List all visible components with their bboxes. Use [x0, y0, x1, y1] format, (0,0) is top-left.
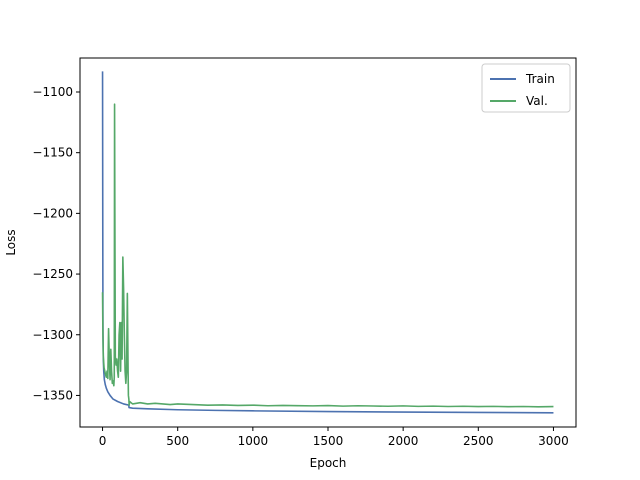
legend-entry: Val.	[526, 94, 548, 108]
x-tick-label: 2000	[388, 434, 419, 448]
x-axis-label: Epoch	[310, 456, 347, 470]
series-line-val	[101, 103, 554, 408]
x-tick-label: 500	[166, 434, 189, 448]
y-tick-label: −1300	[32, 328, 73, 342]
x-tick-label: 3000	[538, 434, 569, 448]
y-tick-label: −1100	[32, 85, 73, 99]
y-tick-label: −1350	[32, 388, 73, 402]
x-axis: 0 500 1000 1500 2000 2500 3000	[99, 427, 569, 448]
x-tick-label: 1000	[238, 434, 269, 448]
y-tick-label: −1150	[32, 146, 73, 160]
y-tick-label: −1250	[32, 267, 73, 281]
y-tick-label: −1200	[32, 206, 73, 220]
x-tick-label: 0	[99, 434, 107, 448]
x-tick-label: 2500	[463, 434, 494, 448]
y-axis: −1100 −1150 −1200 −1250 −1300 −1350	[32, 85, 80, 402]
legend: Train Val.	[481, 63, 571, 113]
x-tick-label: 1500	[313, 434, 344, 448]
y-axis-label: Loss	[4, 229, 18, 255]
series-layer	[101, 71, 554, 414]
legend-entry: Train	[525, 72, 555, 86]
